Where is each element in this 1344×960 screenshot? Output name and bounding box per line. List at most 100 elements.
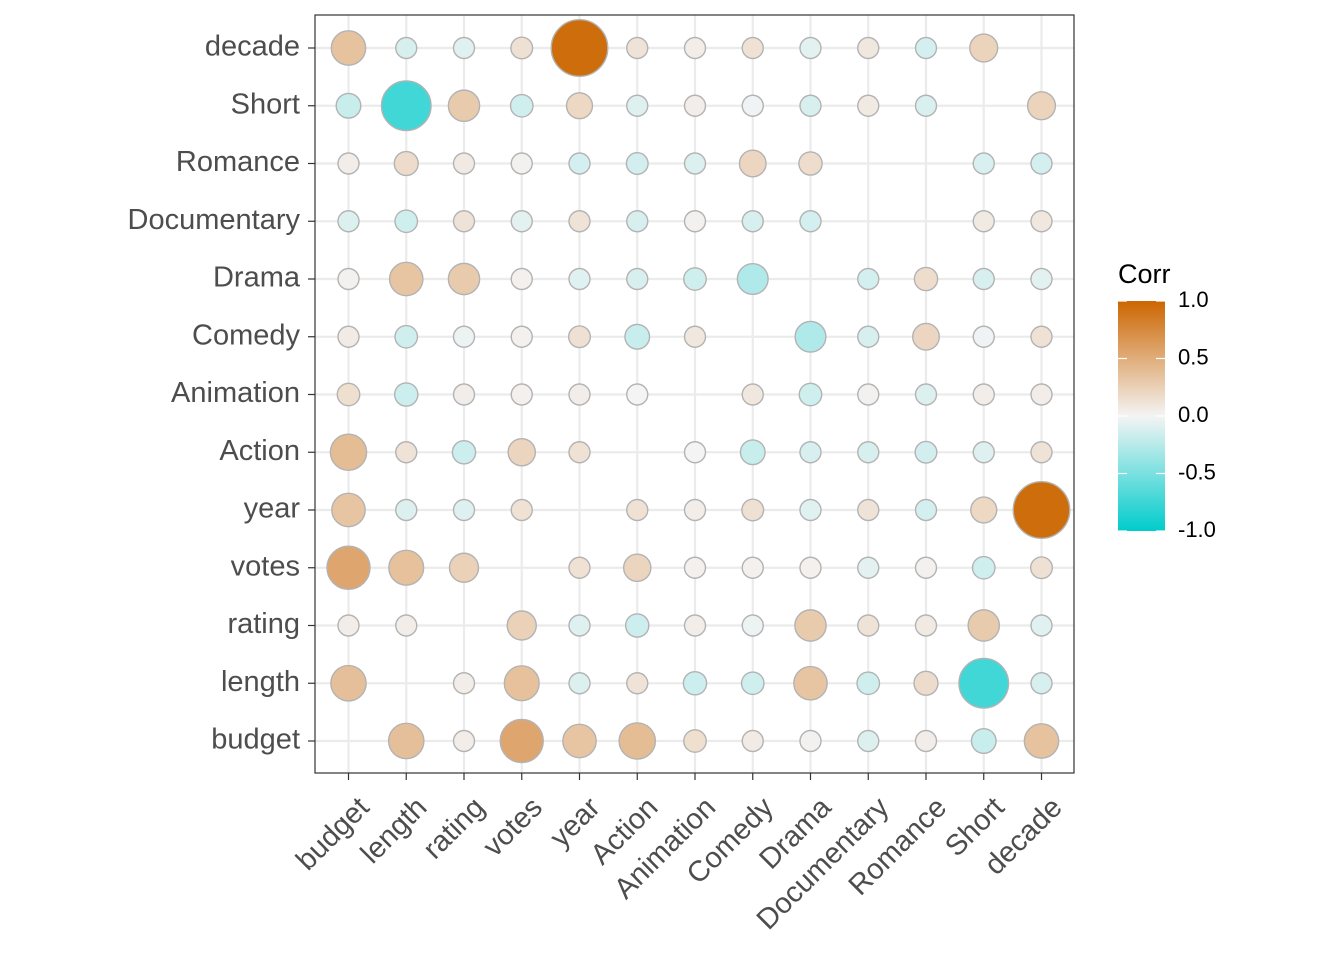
corr-dot-comedy-budget [741,729,764,753]
corr-dot-romance-drama [913,266,939,292]
corr-dot-votes-year [510,498,533,522]
corr-dot-drama-comedy [794,320,827,353]
corr-dot-short-decade [969,33,999,63]
corr-dot-short-rating [967,609,1001,642]
corr-dot-year-comedy [567,325,592,349]
corr-dot-comedy-action [739,439,766,466]
x-tick-label: budget [290,791,375,876]
corr-dot-decade-documentary [1030,210,1053,233]
legend-title: Corr [1118,259,1171,289]
y-tick-label: rating [227,608,300,640]
corr-dot-votes-rating [506,610,537,641]
corr-dot-documentary-length [856,671,881,696]
corr-dot-short-budget [970,728,997,755]
corr-dot-budget-comedy [337,325,360,348]
corr-dot-action-budget [618,722,657,760]
corr-dot-decade-votes [1029,556,1054,580]
corr-dot-animation-action [683,441,707,464]
corr-dot-drama-year [799,498,822,522]
corr-dot-romance-votes [914,556,938,579]
corr-dot-rating-length [452,672,476,695]
corr-dot-rating-budget [452,729,476,753]
x-tick-label: rating [417,791,491,865]
corr-dot-votes-documentary [510,210,533,233]
corr-dot-action-documentary [626,210,649,233]
corr-dot-animation-rating [683,614,707,637]
y-tick-label: Action [219,435,300,467]
corr-dot-rating-action [451,439,477,465]
corr-dot-animation-votes [683,556,707,579]
corr-dot-short-romance [972,152,995,175]
corr-dot-decade-budget [1023,723,1060,759]
corr-dot-drama-animation [798,382,823,407]
legend-tick-label: -0.5 [1178,459,1216,484]
corr-dot-short-drama [972,267,995,291]
corr-dot-decade-drama [1030,267,1053,291]
corr-dot-action-rating [624,613,650,638]
corr-dot-romance-action [914,440,938,464]
corr-dot-votes-length [503,665,540,702]
y-tick-label: decade [205,31,300,63]
corr-dot-votes-drama [510,267,533,291]
corr-dot-action-comedy [624,323,651,350]
corr-dot-comedy-rating [741,614,764,637]
corr-dot-rating-year [452,498,476,522]
corr-dot-animation-length [682,670,708,696]
corr-dot-documentary-rating [857,614,880,637]
corr-dot-drama-short [799,94,822,117]
corr-dot-short-documentary [972,210,995,233]
corr-dot-budget-year [331,492,366,528]
corr-dot-drama-budget [799,729,822,753]
corr-dot-length-animation [393,382,419,407]
corr-dot-budget-votes [326,545,371,590]
corr-dot-votes-action [507,437,537,467]
corr-dot-year-documentary [568,210,591,233]
corr-dot-decade-animation [1030,383,1053,406]
corr-dot-decade-romance [1030,152,1053,175]
corr-dot-comedy-votes [741,556,764,579]
corr-dot-short-action [972,441,995,464]
corr-dot-action-votes [622,553,652,583]
y-tick-label: Documentary [128,204,301,236]
corr-dot-short-animation [972,383,995,406]
y-tick-label: year [244,493,301,525]
corr-dot-comedy-animation [741,383,764,406]
corr-dot-year-short [565,92,594,120]
corr-dot-documentary-budget [857,729,880,753]
corr-dot-votes-animation [510,383,533,406]
legend-tick-label: 1.0 [1178,287,1209,312]
corr-dot-year-action [568,441,591,464]
corr-dot-votes-comedy [510,325,533,348]
corr-dot-romance-budget [914,729,938,753]
corr-dot-action-drama [626,267,649,291]
y-tick-label: length [221,666,300,698]
corr-dot-budget-action [329,433,368,472]
corr-dot-length-action [395,441,418,464]
corr-dot-action-animation [626,383,649,406]
corr-dot-romance-comedy [912,322,940,351]
corr-dot-documentary-animation [857,383,880,406]
corr-dot-animation-year [683,498,707,522]
corr-dot-action-romance [625,151,649,176]
corr-dot-year-romance [568,152,591,175]
corr-dot-drama-decade [799,36,822,60]
corr-dot-animation-decade [683,36,707,60]
corr-dot-length-budget [387,722,425,760]
corr-dot-year-votes [568,556,591,579]
legend: Corr 1.0 0.5 0.0 -0.5 -1.0 [1118,259,1216,542]
corr-dot-rating-romance [452,152,476,175]
corr-dot-year-animation [568,383,591,406]
corr-dot-documentary-action [857,441,880,464]
legend-tick-label: -1.0 [1178,517,1216,542]
corr-dot-year-budget [562,723,597,759]
corr-dot-budget-length [330,664,367,702]
corr-dot-year-rating [568,614,591,637]
corr-dot-animation-budget [683,729,707,753]
x-tick-label: votes [477,791,549,863]
corr-dot-votes-romance [510,152,533,175]
corr-dot-action-year [626,498,649,522]
corr-dot-decade-year [1012,481,1071,539]
corr-dot-budget-documentary [337,210,360,233]
corr-dot-drama-romance [798,151,823,176]
